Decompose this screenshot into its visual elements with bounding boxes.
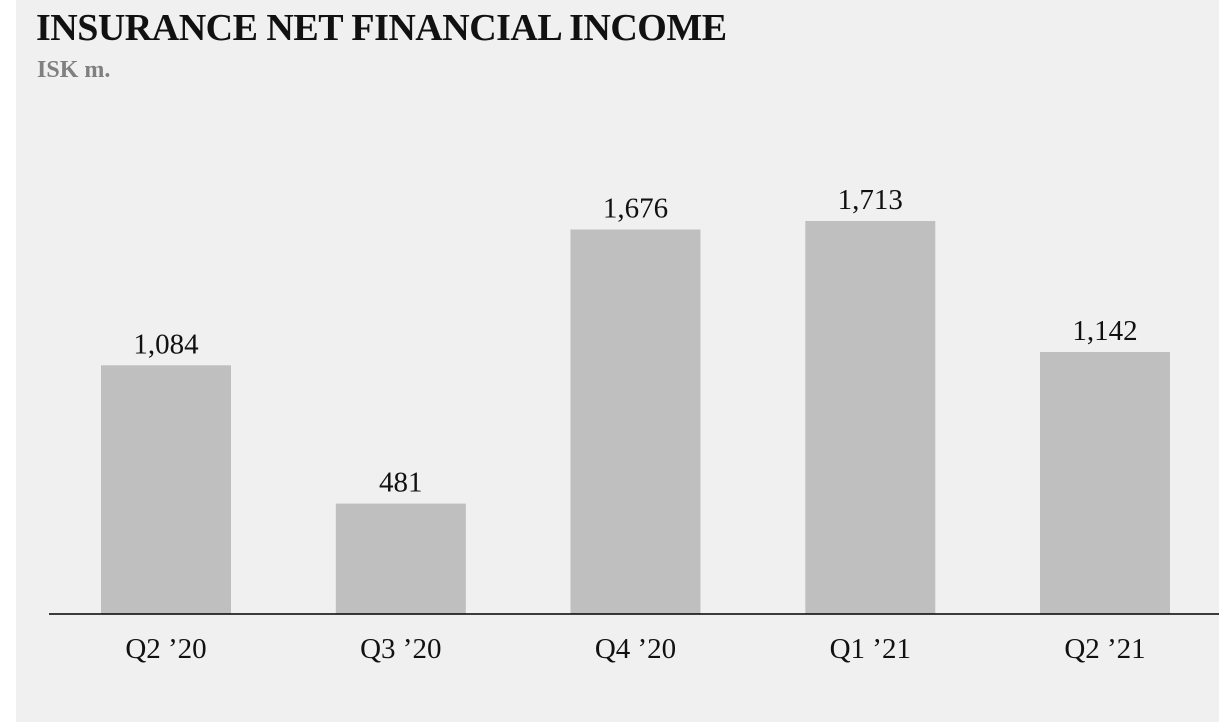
value-label-5: 1,142 — [1072, 315, 1137, 347]
value-label-2: 481 — [379, 467, 423, 499]
chart-subtitle: ISK m. — [37, 57, 111, 83]
category-label-2: Q3 ’20 — [360, 633, 441, 665]
category-label-1: Q2 ’20 — [125, 633, 206, 665]
category-labels-group: Q2 ’20 Q3 ’20 Q4 ’20 Q1 ’21 Q2 ’21 — [125, 633, 1145, 665]
value-label-3: 1,676 — [603, 193, 668, 225]
bar-2 — [335, 503, 466, 614]
bar-1 — [101, 365, 231, 614]
bar-3 — [570, 229, 701, 614]
category-label-3: Q4 ’20 — [595, 633, 676, 665]
value-labels-group: 1,084 481 1,676 1,713 1,142 — [133, 184, 1137, 499]
category-label-4: Q1 ’21 — [830, 633, 911, 665]
value-label-4: 1,713 — [838, 184, 903, 216]
chart-title: INSURANCE NET FINANCIAL INCOME — [36, 7, 727, 49]
category-label-5: Q2 ’21 — [1064, 633, 1145, 665]
value-label-1: 1,084 — [133, 328, 199, 360]
bar-4 — [805, 221, 936, 614]
bars-group — [101, 221, 1170, 614]
bar-5 — [1040, 352, 1170, 614]
